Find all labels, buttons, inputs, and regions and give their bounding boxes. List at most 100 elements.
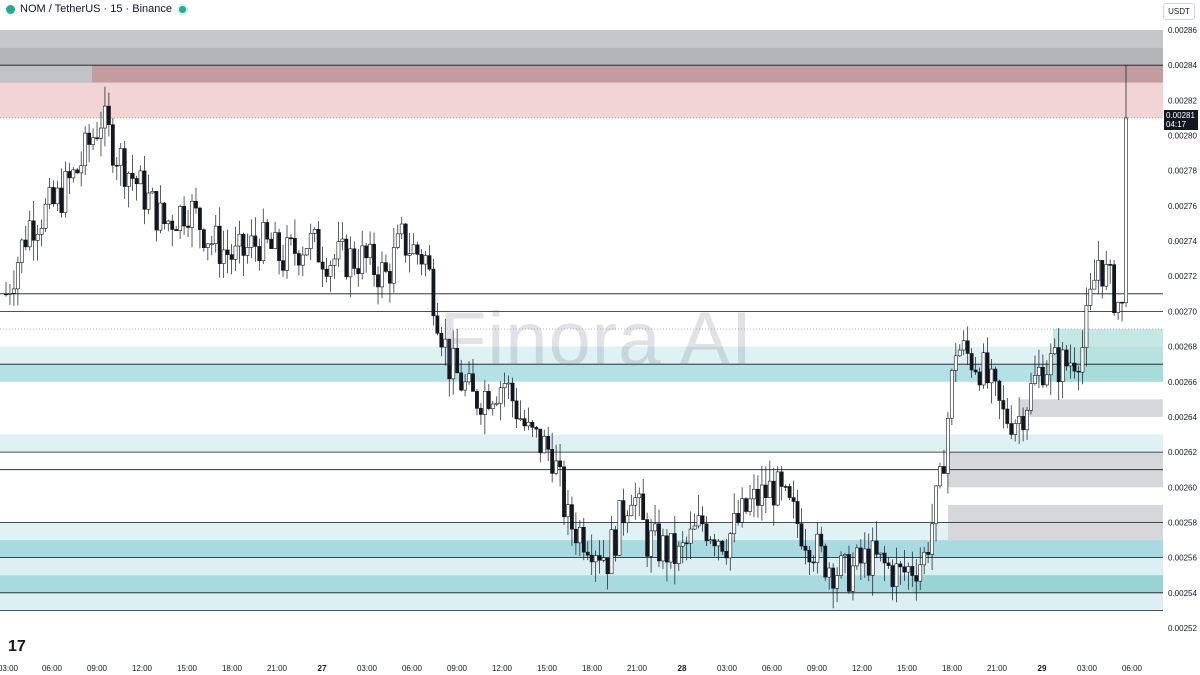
candle-body xyxy=(953,355,958,371)
y-tick-label: 0.00258 xyxy=(1168,518,1197,527)
y-tick-label: 0.00274 xyxy=(1168,237,1197,246)
candle-countdown: 04:17 xyxy=(1166,120,1187,129)
candle-body xyxy=(562,466,566,518)
zone-band xyxy=(0,82,1163,118)
candle-body xyxy=(542,436,547,454)
y-tick-label: 0.00280 xyxy=(1168,132,1197,141)
candle-body xyxy=(39,228,44,235)
candle-body xyxy=(281,260,285,271)
candle-body xyxy=(138,170,143,185)
candle-body xyxy=(862,548,867,564)
watermark: Finora AI xyxy=(440,297,754,382)
candle-body xyxy=(213,225,218,245)
candle-body xyxy=(221,249,226,264)
candle-body xyxy=(316,229,321,263)
y-tick-label: 0.00282 xyxy=(1168,96,1197,105)
symbol-title[interactable]: NOM / TetherUS · 15 · Binance xyxy=(20,3,173,15)
candle-body xyxy=(190,200,194,228)
candle-body xyxy=(122,148,127,187)
candle-body xyxy=(961,340,966,351)
candle-body xyxy=(700,515,705,525)
candle-body xyxy=(364,245,369,259)
x-tick-label: 06:00 xyxy=(1122,664,1143,673)
candle-body xyxy=(384,262,388,272)
candle-body xyxy=(688,528,693,544)
candle-body xyxy=(633,497,638,506)
candle-body xyxy=(399,223,404,235)
candle-body xyxy=(4,293,8,296)
candle-body xyxy=(376,274,380,288)
candle-body xyxy=(1084,305,1089,348)
x-tick-label: 03:00 xyxy=(717,664,738,673)
candle-body xyxy=(391,247,396,284)
market-open-icon xyxy=(177,3,189,15)
candle-body xyxy=(613,529,618,556)
candle-body xyxy=(645,519,650,557)
candle-body xyxy=(558,460,562,468)
candle-body xyxy=(573,528,578,544)
tradingview-logo-icon[interactable]: 17 xyxy=(8,638,26,655)
candle-body xyxy=(534,427,539,430)
candle-body xyxy=(676,545,681,564)
candle-body xyxy=(324,268,329,277)
x-tick-label: 28 xyxy=(678,664,687,673)
candle-body xyxy=(91,137,95,145)
x-tick-label: 27 xyxy=(318,664,327,673)
candle-body xyxy=(526,421,531,427)
candle-body xyxy=(225,249,230,255)
candle-body xyxy=(831,567,836,589)
candle-body xyxy=(661,535,665,562)
candle-body xyxy=(748,498,752,512)
candle-body xyxy=(554,460,559,474)
candle-body xyxy=(1048,353,1053,376)
candle-body xyxy=(182,205,186,227)
candle-body xyxy=(209,243,214,246)
x-tick-label: 03:00 xyxy=(0,664,19,673)
candle-body xyxy=(1056,347,1061,382)
candle-body xyxy=(957,349,962,357)
candle-body xyxy=(289,237,293,240)
candle-body xyxy=(455,347,460,374)
candle-body xyxy=(807,550,812,563)
candle-body xyxy=(51,187,56,205)
chart-header: NOM / TetherUS · 15 · Binance xyxy=(6,3,189,15)
candle-body xyxy=(471,373,475,392)
candle-body xyxy=(312,229,317,234)
candle-body xyxy=(1116,301,1120,313)
candle-body xyxy=(763,484,768,499)
candle-body xyxy=(938,466,942,487)
candle-body xyxy=(815,533,820,563)
candle-body xyxy=(158,202,163,231)
candle-body xyxy=(114,164,119,167)
candle-body xyxy=(704,523,709,542)
candle-body xyxy=(118,148,123,166)
candle-body xyxy=(348,248,353,278)
candle-body xyxy=(637,493,642,498)
candle-body xyxy=(506,382,511,385)
candle-body xyxy=(752,488,756,500)
candle-body xyxy=(918,564,923,582)
candle-body xyxy=(1108,264,1113,266)
candle-body xyxy=(680,542,685,547)
candle-body xyxy=(728,533,733,559)
candle-body xyxy=(890,565,895,587)
candle-body xyxy=(942,466,946,474)
candle-body xyxy=(459,372,464,391)
candle-body xyxy=(395,233,400,248)
candle-body xyxy=(265,222,270,240)
candle-body xyxy=(1052,347,1057,355)
y-tick-label: 0.00268 xyxy=(1168,343,1197,352)
candle-body xyxy=(27,220,32,248)
currency-badge[interactable]: USDT xyxy=(1163,3,1195,20)
x-tick-label: 06:00 xyxy=(762,664,783,673)
y-tick-label: 0.00252 xyxy=(1168,624,1197,633)
candle-body xyxy=(898,563,903,568)
candle-body xyxy=(760,484,764,506)
candle-body xyxy=(419,254,424,265)
candle-body xyxy=(823,545,828,578)
candle-body xyxy=(946,417,950,474)
candle-body xyxy=(1096,260,1101,281)
x-tick-label: 21:00 xyxy=(987,664,1008,673)
candle-body xyxy=(724,551,729,559)
